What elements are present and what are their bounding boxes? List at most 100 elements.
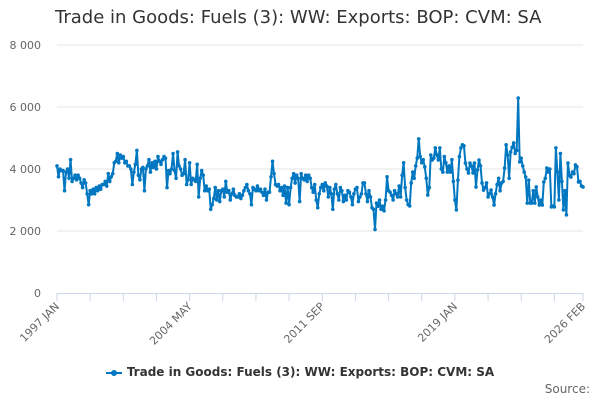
- data-point: [323, 181, 328, 185]
- data-point: [230, 192, 234, 196]
- data-point: [136, 173, 141, 177]
- data-point: [150, 161, 154, 165]
- data-point: [450, 157, 454, 162]
- data-point: [315, 205, 320, 210]
- data-point: [202, 188, 207, 193]
- data-point: [73, 173, 77, 177]
- data-point: [61, 168, 65, 173]
- data-point: [486, 195, 490, 199]
- data-point: [329, 192, 334, 196]
- data-point: [299, 171, 303, 176]
- data-point: [332, 187, 337, 191]
- data-point: [318, 185, 323, 190]
- data-point: [159, 162, 163, 167]
- data-point: [542, 180, 546, 184]
- source-label: Source:: [544, 382, 590, 396]
- data-point: [79, 181, 83, 185]
- data-point: [317, 192, 322, 196]
- data-point: [350, 202, 355, 207]
- chart-title: Trade in Goods: Fuels (3): WW: Exports: …: [55, 7, 542, 28]
- data-point: [321, 188, 326, 193]
- data-point: [55, 164, 59, 168]
- data-point: [356, 199, 361, 204]
- data-point: [216, 188, 221, 193]
- data-point: [433, 146, 438, 150]
- data-point: [340, 188, 344, 193]
- data-point: [263, 187, 267, 191]
- data-point: [349, 195, 353, 199]
- series-line: [56, 97, 584, 231]
- data-point: [558, 151, 563, 156]
- data-point: [267, 190, 272, 195]
- x-tick-label: 2019 JAN: [415, 300, 460, 345]
- data-point: [474, 185, 478, 189]
- data-point: [490, 195, 495, 199]
- data-point: [183, 157, 187, 162]
- data-point: [513, 151, 517, 156]
- data-point: [519, 156, 524, 160]
- data-point: [398, 195, 403, 199]
- data-point: [220, 187, 225, 191]
- data-point: [504, 143, 508, 147]
- data-point: [463, 161, 468, 165]
- data-point: [258, 187, 263, 191]
- x-tick-label: 2011 SEP: [281, 300, 327, 346]
- data-point: [101, 182, 106, 187]
- data-point: [487, 192, 492, 196]
- data-point: [555, 170, 560, 174]
- data-point: [276, 182, 281, 187]
- data-point: [334, 182, 338, 187]
- data-point: [548, 167, 552, 171]
- data-point: [71, 176, 76, 181]
- data-point: [270, 159, 275, 164]
- data-point: [187, 161, 192, 165]
- data-point: [104, 184, 109, 188]
- data-point: [526, 178, 531, 182]
- data-point: [121, 154, 126, 159]
- data-point: [493, 192, 498, 196]
- data-point: [261, 193, 266, 198]
- data-point: [546, 170, 551, 174]
- data-point: [395, 195, 400, 199]
- data-point: [189, 182, 193, 187]
- data-point: [269, 174, 273, 179]
- y-tick-label: 8 000: [10, 39, 42, 52]
- data-point: [436, 158, 441, 162]
- data-point: [296, 176, 300, 181]
- data-point: [373, 227, 377, 232]
- data-point: [516, 96, 520, 100]
- data-point: [181, 171, 186, 176]
- data-point: [371, 207, 376, 212]
- data-point: [415, 156, 420, 160]
- data-point: [165, 185, 169, 190]
- data-point: [537, 203, 542, 207]
- data-point: [285, 185, 290, 190]
- data-point: [337, 198, 341, 202]
- data-point: [107, 179, 112, 184]
- legend-label: Trade in Goods: Fuels (3): WW: Exports: …: [126, 365, 495, 379]
- data-point: [510, 145, 514, 150]
- data-point: [68, 157, 73, 162]
- data-point: [118, 153, 123, 157]
- data-point: [314, 198, 319, 202]
- data-point: [538, 198, 543, 202]
- data-point: [489, 188, 493, 192]
- data-point: [447, 164, 451, 168]
- data-point: [193, 179, 198, 184]
- data-point: [439, 167, 444, 171]
- data-point: [77, 176, 82, 181]
- data-point: [135, 148, 139, 153]
- data-point: [308, 176, 313, 181]
- data-point: [62, 188, 67, 193]
- data-point: [210, 202, 215, 207]
- data-point: [380, 204, 385, 208]
- legend[interactable]: Trade in Goods: Fuels (3): WW: Exports: …: [0, 365, 600, 379]
- data-point: [196, 195, 201, 199]
- data-point: [379, 207, 383, 212]
- data-point: [457, 154, 462, 159]
- x-tick-label: 1997 JAN: [17, 300, 62, 345]
- data-point: [410, 170, 415, 174]
- data-point: [98, 187, 103, 191]
- data-point: [367, 188, 371, 193]
- data-point: [557, 198, 561, 202]
